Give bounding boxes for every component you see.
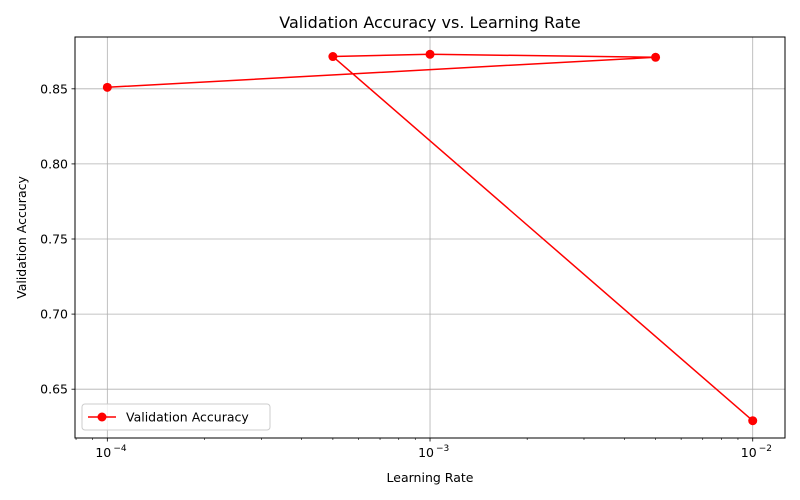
- legend-marker-swatch: [97, 412, 107, 422]
- series: [102, 49, 758, 426]
- y-tick-label: 0.85: [40, 81, 68, 96]
- data-point: [651, 52, 661, 62]
- legend: Validation Accuracy: [81, 403, 271, 431]
- x-tick-label: 10: [418, 445, 434, 460]
- x-tick-exponent: −2: [759, 444, 772, 454]
- data-point: [102, 82, 112, 92]
- x-tick-exponent: −4: [113, 444, 127, 454]
- legend-box: [81, 403, 271, 431]
- x-axis-label: Learning Rate: [387, 470, 474, 485]
- y-tick-label: 0.70: [40, 307, 68, 322]
- y-tick-label: 0.75: [40, 232, 68, 247]
- grid: [75, 37, 785, 438]
- x-tick-exponent: −3: [436, 444, 449, 454]
- legend-label: Validation Accuracy: [126, 410, 249, 425]
- x-tick-label: 10: [95, 445, 111, 460]
- y-tick-label: 0.80: [40, 156, 68, 171]
- x-tick-label: 10: [741, 445, 757, 460]
- chart-title: Validation Accuracy vs. Learning Rate: [279, 13, 580, 32]
- y-axis-ticks: 0.65 0.70 0.75 0.80 0.85: [40, 81, 75, 397]
- data-point: [748, 416, 758, 426]
- x-axis-ticks: 10 −4 10 −3 10 −2: [95, 438, 772, 460]
- y-axis-label: Validation Accuracy: [14, 176, 29, 299]
- data-point: [425, 49, 435, 59]
- y-tick-label: 0.65: [40, 382, 68, 397]
- data-point: [328, 52, 338, 62]
